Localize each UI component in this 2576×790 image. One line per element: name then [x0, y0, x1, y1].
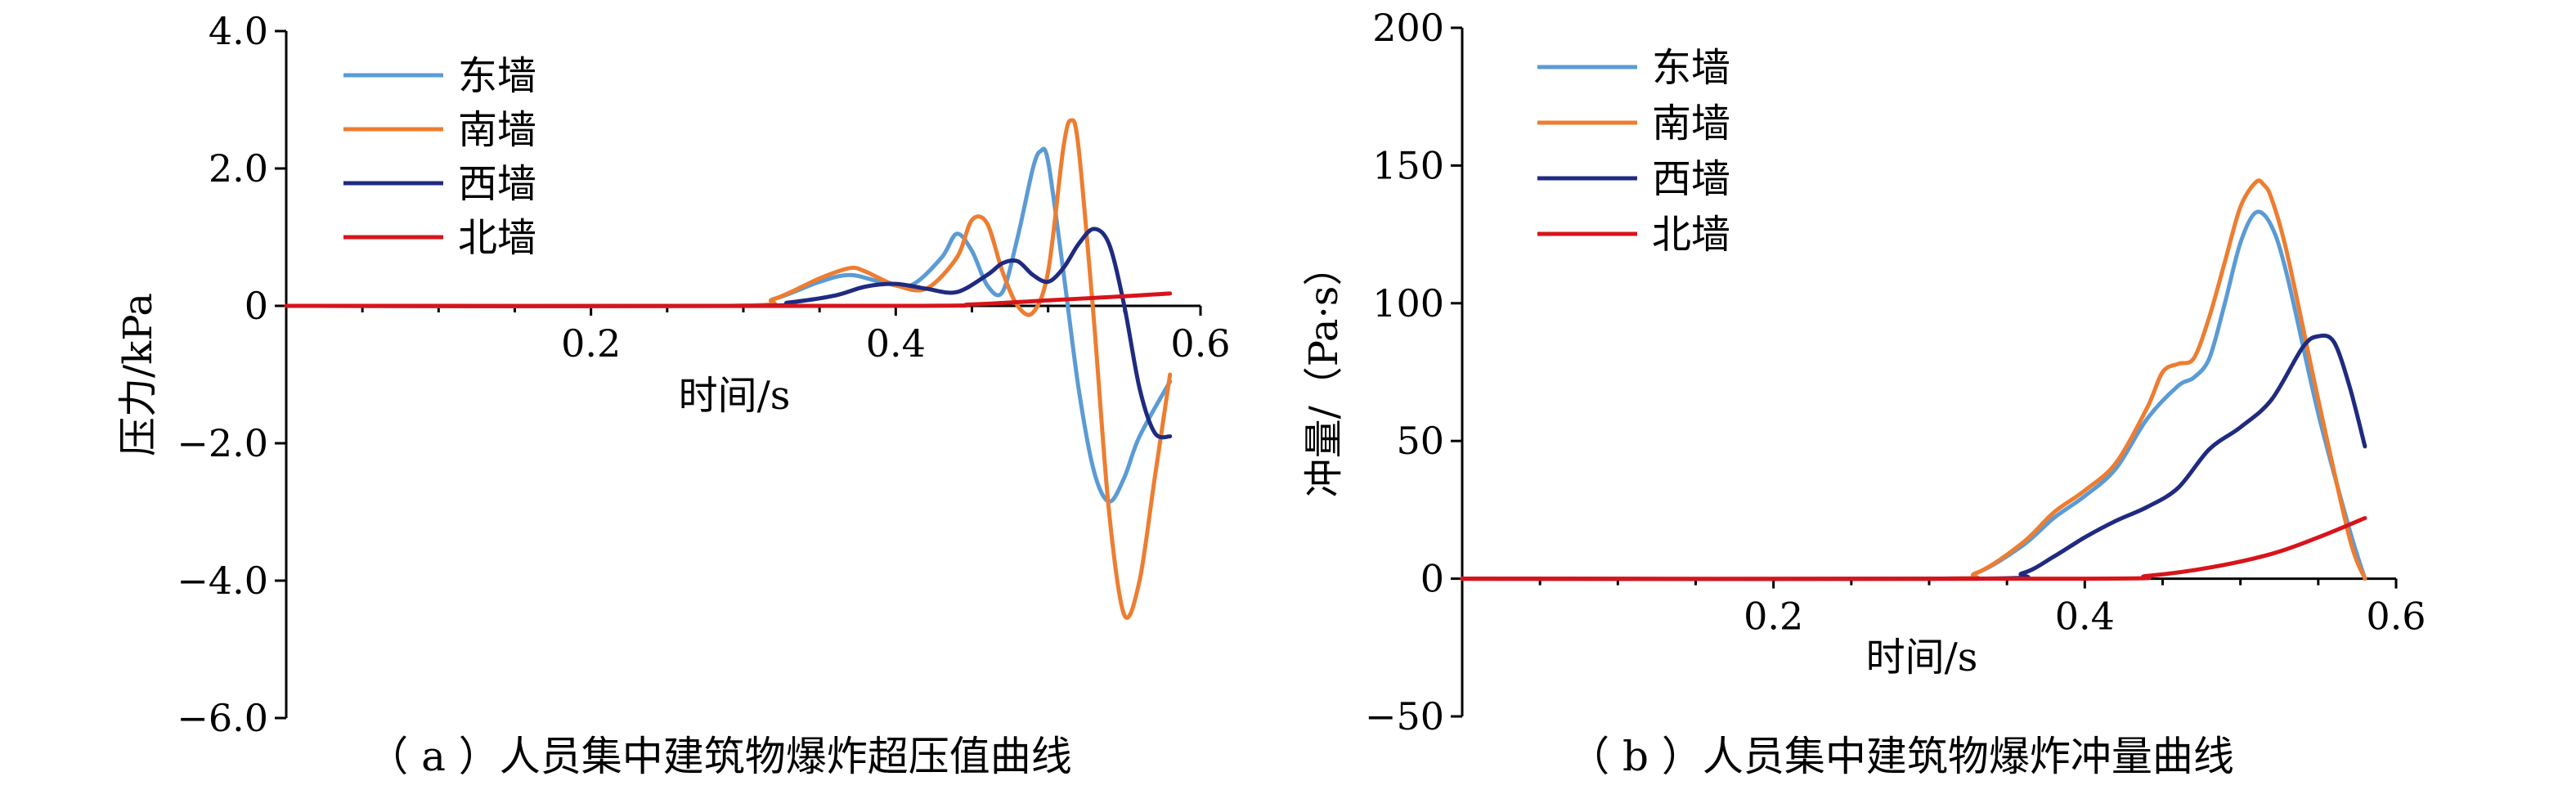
x-tick-label: 0.6 — [1170, 321, 1230, 366]
y-tick-label: 150 — [1372, 143, 1444, 187]
y-tick-label: −50 — [1365, 694, 1444, 738]
y-tick-label: −2.0 — [177, 421, 268, 465]
series-line-4 — [284, 291, 1173, 308]
legend-label: 北墙 — [1652, 212, 1730, 258]
y-tick-label: 100 — [1372, 281, 1444, 325]
y-axis-title: 压力/kPa — [115, 293, 161, 456]
y-tick-label: 4.0 — [209, 9, 268, 53]
legend-label: 北墙 — [458, 215, 536, 261]
chart-caption: （ b ）人员集中建筑物爆炸冲量曲线 — [1568, 733, 2234, 780]
series-line-2 — [1460, 178, 2367, 581]
y-tick-label: −6.0 — [177, 696, 268, 740]
series-line-3 — [284, 227, 1173, 440]
x-tick-label: 0.6 — [2366, 595, 2426, 639]
y-tick-label: 200 — [1372, 6, 1444, 50]
y-tick-label: 0 — [245, 284, 268, 328]
legend-label: 南墙 — [458, 107, 536, 153]
chart-caption: （ a ）人员集中建筑物爆炸超压值曲线 — [367, 733, 1072, 780]
y-tick-label: 2.0 — [209, 146, 268, 191]
x-tick-label: 0.4 — [2055, 595, 2115, 639]
legend-label: 西墙 — [1652, 156, 1730, 202]
chart-b: 200 150 100 50 0 −50 0.2 0.4 0.6 时间/s 冲量/（Pa·s） 东墙南… — [1301, 6, 2426, 780]
y-tick-label: 0 — [1420, 557, 1444, 601]
legend-label: 东墙 — [458, 53, 536, 99]
legend-label: 西墙 — [458, 161, 536, 207]
legend-label: 南墙 — [1652, 101, 1730, 146]
series-line-1 — [1460, 209, 2367, 581]
x-tick-label: 0.2 — [561, 321, 621, 366]
series-line-2 — [284, 118, 1173, 620]
x-axis-title: 时间/s — [679, 373, 791, 419]
x-tick-label: 0.2 — [1744, 595, 1803, 639]
series-line-1 — [284, 146, 1173, 504]
series-line-4 — [1460, 516, 2367, 581]
series-line-3 — [1460, 333, 2367, 581]
legend-label: 东墙 — [1652, 45, 1730, 91]
x-tick-label: 0.4 — [866, 321, 926, 366]
y-tick-label: 50 — [1396, 419, 1444, 463]
chart-a: 4.0 2.0 0 −2.0 −4.0 −6.0 0.2 0.4 0.6 时间/s 压力/kPa 东墙… — [115, 9, 1231, 780]
y-axis-title: 冲量/（Pa·s） — [1301, 247, 1347, 498]
y-tick-label: −4.0 — [177, 559, 268, 603]
x-axis-title: 时间/s — [1866, 635, 1978, 680]
